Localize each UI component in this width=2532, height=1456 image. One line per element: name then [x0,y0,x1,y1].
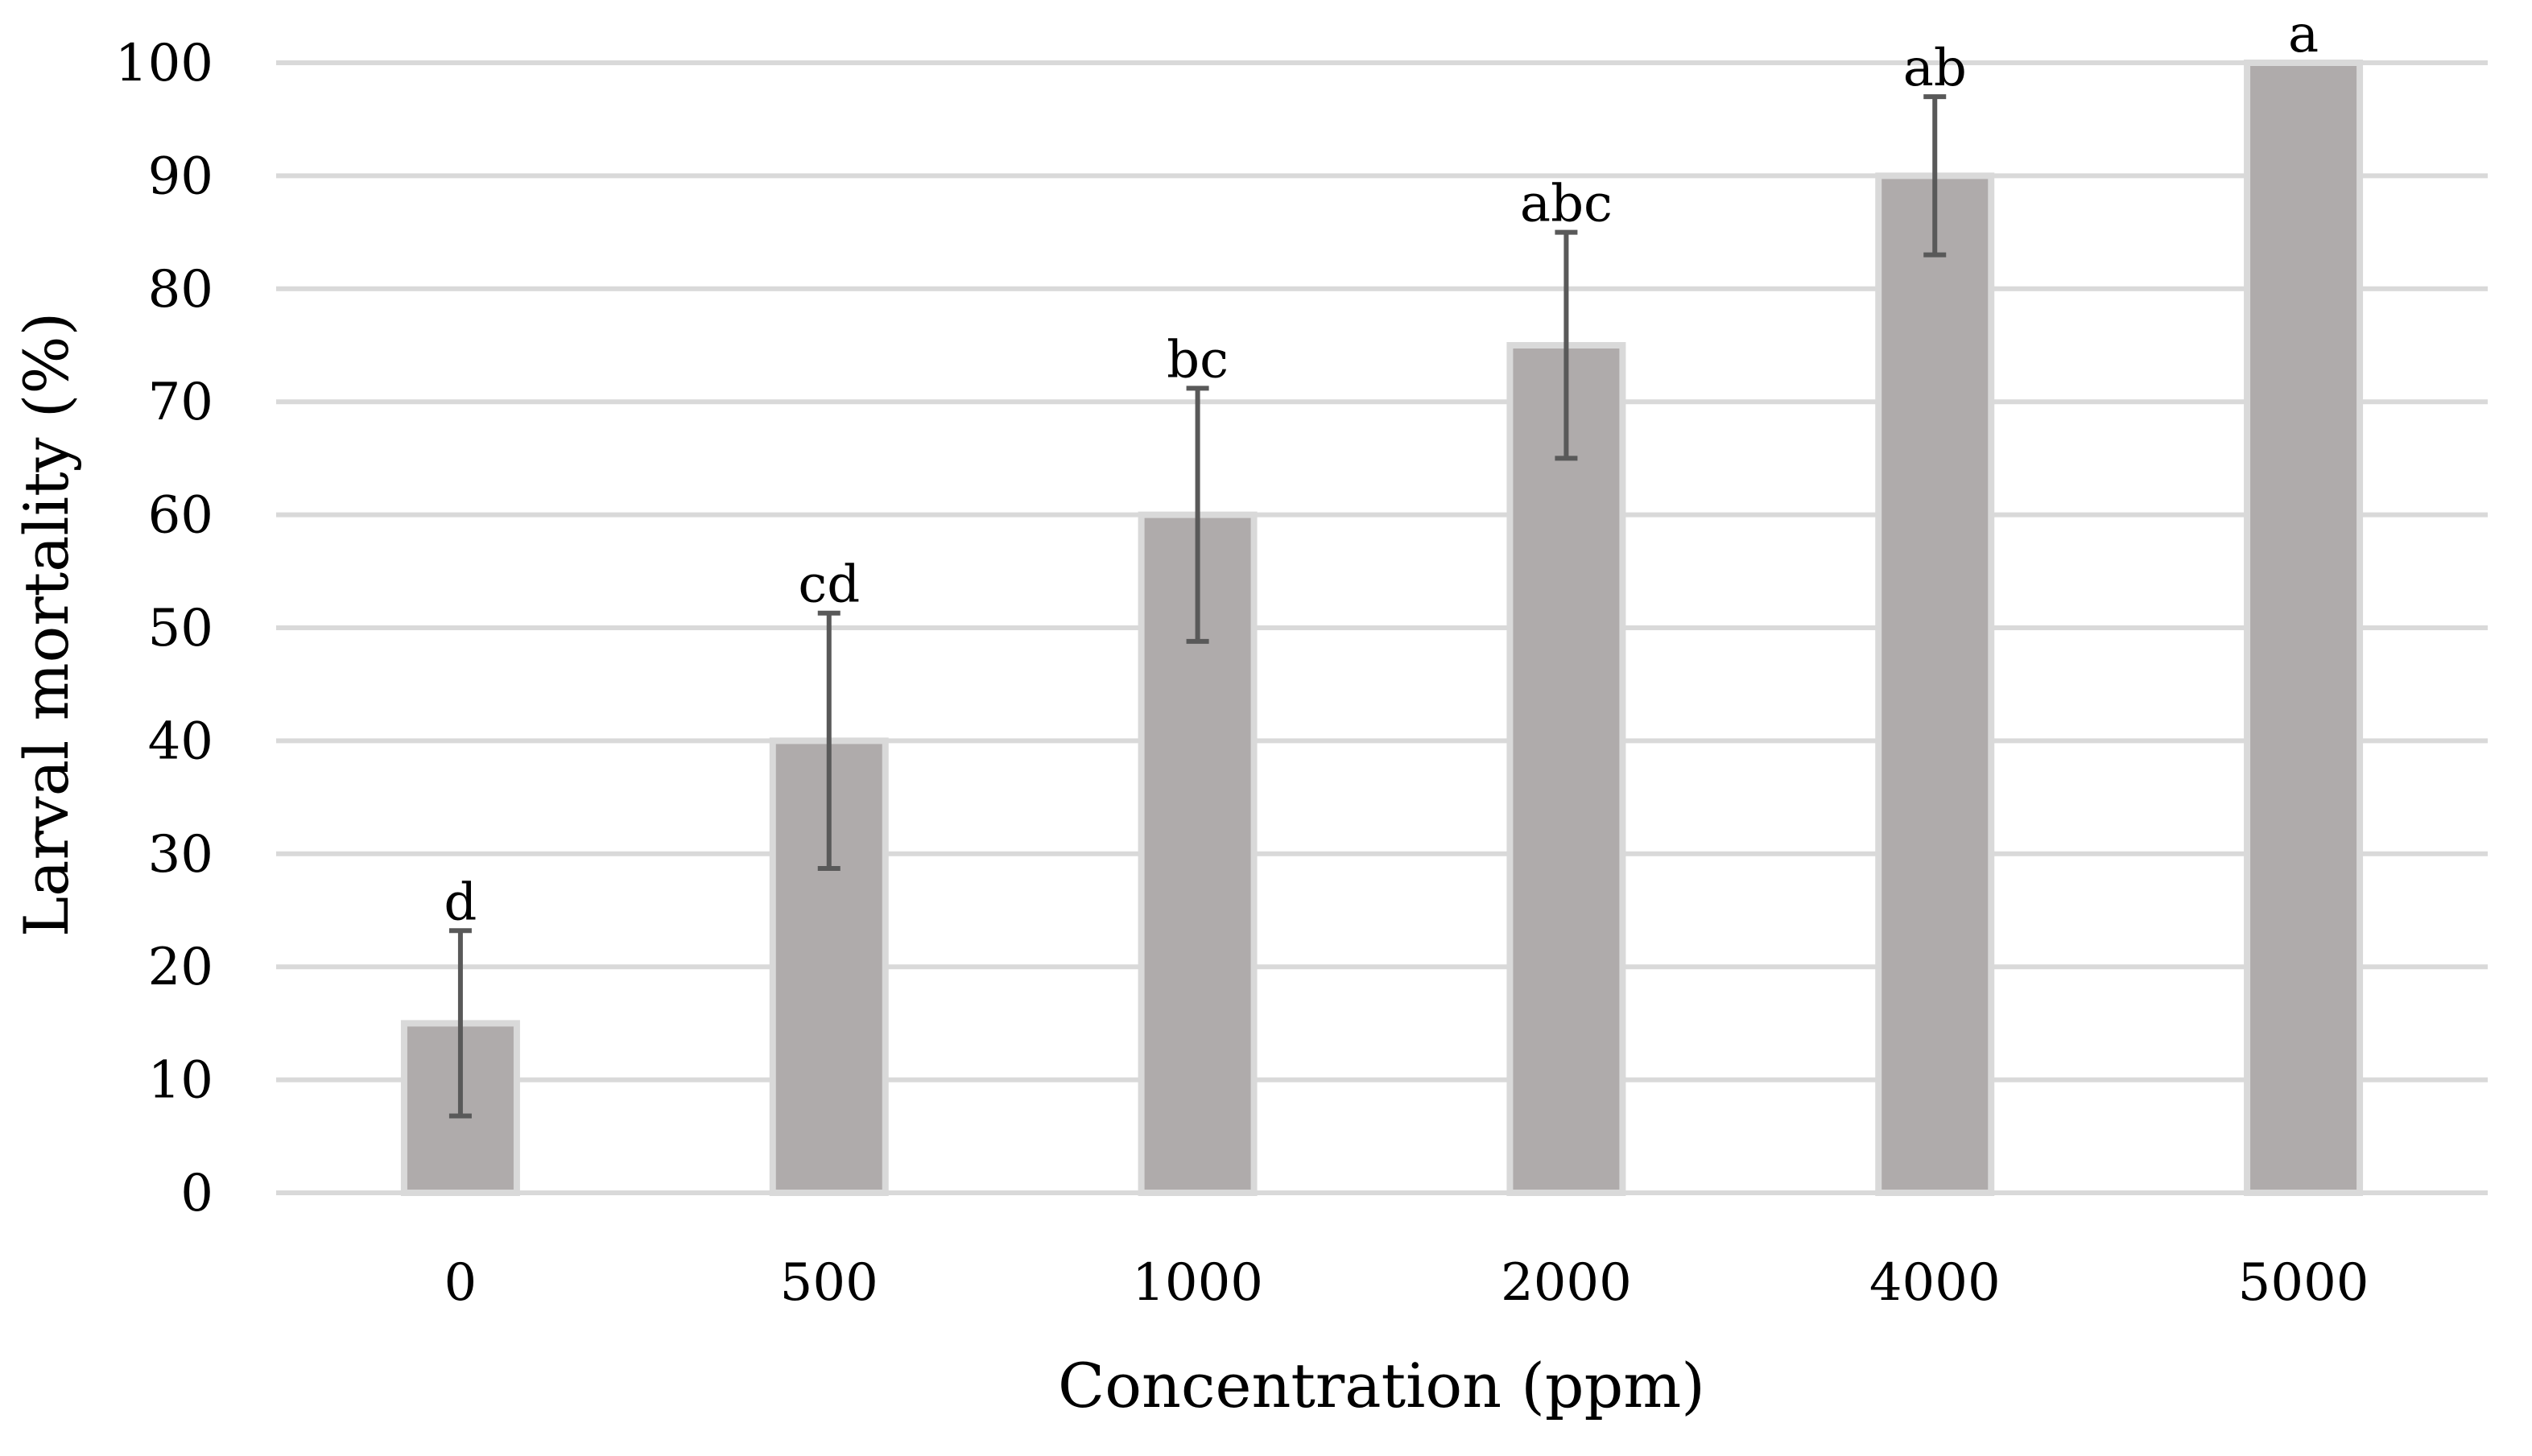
gridlines [276,60,2488,1195]
error-bar-500 [817,610,841,872]
y-tick-label: 60 [148,486,213,546]
bar-5000 [2244,60,2364,1196]
y-axis-title: Larval mortality (%) [10,312,82,938]
x-axis-title: Concentration (ppm) [1058,1350,1705,1421]
error-bar-2000 [1555,229,1578,461]
y-tick-label: 70 [148,373,213,432]
y-tick-label: 90 [148,146,213,206]
significance-letter: abc [1520,175,1613,234]
y-tick-label: 10 [148,1051,213,1111]
error-bar-1000 [1186,386,1209,644]
x-tick-label: 4000 [1869,1253,2001,1313]
x-tick-label: 5000 [2238,1253,2369,1313]
significance-letter: a [2288,5,2319,64]
y-tick-label: 80 [148,260,213,320]
y-tick-label: 100 [115,34,213,93]
error-bar-0 [448,928,472,1119]
significance-letter: bc [1167,330,1229,390]
x-tick-label: 1000 [1132,1253,1263,1313]
error-bar-4000 [1923,94,1947,258]
y-tick-label: 20 [148,938,213,997]
y-tick-label: 30 [148,825,213,885]
significance-letter: d [444,872,477,932]
significance-letter: cd [798,555,860,615]
significance-letters: d cd bc abc ab a [444,5,2319,932]
bar-4000 [1875,172,1995,1196]
x-tick-label: 500 [780,1253,878,1313]
y-tick-label: 40 [148,712,213,771]
y-tick-label: 50 [148,599,213,658]
x-tick-label: 0 [444,1253,477,1313]
bar-2000 [1506,342,1626,1196]
y-axis-ticks: 0 10 20 30 40 50 60 70 80 90 100 [115,34,213,1223]
x-tick-label: 2000 [1501,1253,1632,1313]
x-axis-ticks: 0 500 1000 2000 4000 5000 [444,1253,2369,1313]
significance-letter: ab [1903,39,1967,98]
error-bars [448,94,1947,1119]
y-tick-label: 0 [180,1164,213,1223]
